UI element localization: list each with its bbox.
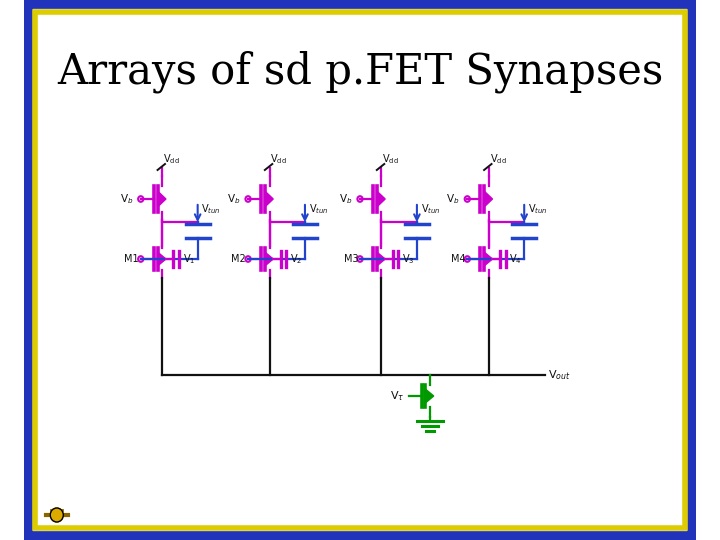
Text: V$_\tau$: V$_\tau$ bbox=[390, 389, 405, 403]
Text: V$_{tun}$: V$_{tun}$ bbox=[202, 202, 221, 216]
Text: M4: M4 bbox=[451, 254, 465, 264]
Polygon shape bbox=[158, 191, 166, 207]
Polygon shape bbox=[377, 252, 385, 266]
Text: V$_{out}$: V$_{out}$ bbox=[549, 368, 571, 382]
Text: V$_{tun}$: V$_{tun}$ bbox=[420, 202, 440, 216]
Text: V$_2$: V$_2$ bbox=[290, 252, 302, 266]
Text: Arrays of sd p.FET Synapses: Arrays of sd p.FET Synapses bbox=[57, 51, 663, 93]
Text: V$_{tun}$: V$_{tun}$ bbox=[309, 202, 328, 216]
Text: V$_b$: V$_b$ bbox=[120, 192, 133, 206]
Polygon shape bbox=[158, 252, 166, 266]
Text: V$_1$: V$_1$ bbox=[183, 252, 195, 266]
Polygon shape bbox=[377, 191, 385, 207]
Text: V$_{\rm dd}$: V$_{\rm dd}$ bbox=[490, 152, 506, 166]
Circle shape bbox=[50, 508, 63, 522]
Text: V$_{tun}$: V$_{tun}$ bbox=[528, 202, 547, 216]
Text: V$_b$: V$_b$ bbox=[446, 192, 460, 206]
Text: M1: M1 bbox=[125, 254, 139, 264]
Text: V$_b$: V$_b$ bbox=[339, 192, 353, 206]
Polygon shape bbox=[484, 252, 492, 266]
Polygon shape bbox=[265, 252, 273, 266]
Text: V$_{\rm dd}$: V$_{\rm dd}$ bbox=[271, 152, 287, 166]
Polygon shape bbox=[484, 191, 492, 207]
Text: V$_{\rm dd}$: V$_{\rm dd}$ bbox=[163, 152, 180, 166]
Text: V$_{\rm dd}$: V$_{\rm dd}$ bbox=[382, 152, 399, 166]
Polygon shape bbox=[426, 389, 433, 403]
Text: V$_3$: V$_3$ bbox=[402, 252, 415, 266]
Text: M2: M2 bbox=[231, 254, 246, 264]
Text: M3: M3 bbox=[343, 254, 358, 264]
Text: V$_b$: V$_b$ bbox=[227, 192, 240, 206]
Polygon shape bbox=[265, 191, 273, 207]
Text: V$_4$: V$_4$ bbox=[509, 252, 522, 266]
